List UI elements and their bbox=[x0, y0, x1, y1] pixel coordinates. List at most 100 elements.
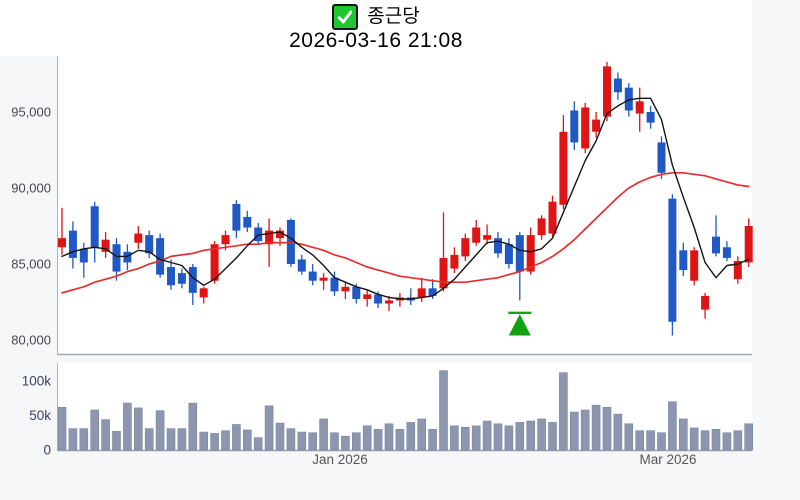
buy-marker-line bbox=[508, 311, 532, 315]
x-axis-labels: Jan 2026 Mar 2026 bbox=[312, 452, 696, 467]
volume-bar bbox=[286, 428, 296, 451]
candle-body-down bbox=[308, 271, 317, 281]
candle-body-up bbox=[548, 201, 557, 234]
volume-bar bbox=[155, 410, 165, 451]
volume-bars bbox=[57, 370, 754, 451]
volume-bar bbox=[68, 428, 78, 451]
candle-body-up bbox=[559, 131, 568, 205]
volume-tick-label: 100k bbox=[22, 374, 52, 389]
volume-bar bbox=[548, 422, 557, 451]
volume-bar bbox=[515, 422, 525, 451]
volume-bar bbox=[504, 425, 514, 451]
volume-bar bbox=[602, 406, 612, 451]
buy-marker bbox=[508, 311, 532, 336]
candle-body-up bbox=[635, 101, 644, 114]
candle-body-down bbox=[188, 267, 197, 293]
candle-body-down bbox=[515, 235, 524, 272]
candles bbox=[58, 61, 753, 336]
volume-bar bbox=[395, 428, 405, 451]
volume-bar bbox=[668, 401, 677, 451]
candle-body-up bbox=[733, 260, 742, 280]
candle-body-down bbox=[428, 288, 437, 296]
volume-bar bbox=[493, 423, 503, 451]
volume-bar bbox=[580, 409, 590, 451]
candle-body-down bbox=[232, 203, 241, 231]
candle-body-down bbox=[156, 238, 165, 275]
volume-bar bbox=[264, 405, 274, 451]
chart-timestamp: 2026-03-16 21:08 bbox=[289, 29, 463, 52]
price-tick-label: 90,000 bbox=[11, 181, 51, 196]
volume-bar bbox=[384, 423, 394, 451]
volume-bar bbox=[744, 423, 754, 451]
volume-bar bbox=[308, 432, 318, 451]
volume-bar bbox=[232, 424, 241, 451]
candle-body-down bbox=[613, 78, 622, 93]
volume-tick-label: 50k bbox=[29, 408, 51, 423]
candle-body-down bbox=[68, 230, 77, 258]
candle-body-down bbox=[123, 251, 132, 263]
volume-bar bbox=[177, 428, 187, 451]
volume-bar bbox=[559, 372, 568, 451]
volume-bar bbox=[243, 429, 252, 451]
volume-bar bbox=[297, 431, 307, 451]
volume-bar bbox=[57, 406, 67, 451]
candle-body-down bbox=[79, 248, 88, 263]
volume-bar bbox=[526, 420, 536, 451]
candle-body-up bbox=[385, 300, 393, 304]
candle-body-up bbox=[439, 257, 448, 289]
volume-bar bbox=[700, 430, 710, 451]
candle-body-up bbox=[265, 230, 274, 245]
volume-bar bbox=[450, 425, 459, 451]
volume-bar bbox=[428, 428, 437, 451]
price-tick-label: 85,000 bbox=[11, 257, 51, 272]
candle-body-up bbox=[210, 244, 219, 281]
candle-body-down bbox=[177, 273, 186, 284]
date-tick-label: Jan 2026 bbox=[312, 452, 368, 467]
volume-bar bbox=[646, 430, 655, 451]
candle-body-down bbox=[374, 294, 383, 304]
price-tick-label: 95,000 bbox=[11, 105, 51, 120]
volume-bar bbox=[341, 435, 350, 451]
candle-body-up bbox=[363, 294, 372, 299]
volume-bar bbox=[275, 422, 285, 451]
volume-bar bbox=[199, 431, 208, 451]
candle-body-up bbox=[472, 227, 481, 243]
volume-bar bbox=[221, 430, 230, 451]
volume-bar bbox=[711, 428, 721, 451]
date-tick-label: Mar 2026 bbox=[639, 452, 696, 467]
volume-bar bbox=[210, 433, 219, 451]
chart-title-row: 종근당 bbox=[0, 4, 752, 30]
candle-body-down bbox=[112, 244, 121, 272]
volume-bar bbox=[253, 437, 263, 451]
volume-axis-labels: 100k 50k 0 bbox=[22, 374, 52, 458]
buy-marker-triangle-icon bbox=[508, 314, 531, 336]
price-tick-label: 80,000 bbox=[11, 333, 51, 348]
candle-body-down bbox=[243, 216, 252, 228]
stock-name-title: 종근당 bbox=[367, 6, 420, 27]
volume-bar bbox=[362, 425, 372, 451]
candle-body-up bbox=[526, 235, 535, 272]
volume-bar bbox=[569, 411, 579, 451]
volume-bar bbox=[471, 425, 481, 451]
volume-bar bbox=[79, 428, 89, 451]
candle-body-up bbox=[483, 235, 492, 240]
candle-body-down bbox=[624, 87, 633, 111]
volume-bar bbox=[134, 407, 143, 451]
volume-bar bbox=[635, 430, 645, 451]
candle-body-down bbox=[352, 286, 361, 299]
candle-body-down bbox=[657, 142, 666, 173]
volume-bar bbox=[439, 370, 448, 451]
candle-body-up bbox=[199, 288, 208, 298]
volume-bar bbox=[722, 432, 732, 451]
checkmark-glyph bbox=[338, 10, 353, 24]
candle-body-up bbox=[744, 226, 753, 263]
candle-body-down bbox=[712, 236, 720, 254]
candle-body-up bbox=[537, 218, 546, 236]
volume-bar bbox=[689, 427, 699, 451]
volume-bar bbox=[90, 409, 99, 451]
volume-bar bbox=[351, 432, 361, 451]
candle-body-up bbox=[341, 286, 350, 292]
candle-body-up bbox=[603, 66, 611, 117]
candle-body-down bbox=[254, 227, 263, 242]
